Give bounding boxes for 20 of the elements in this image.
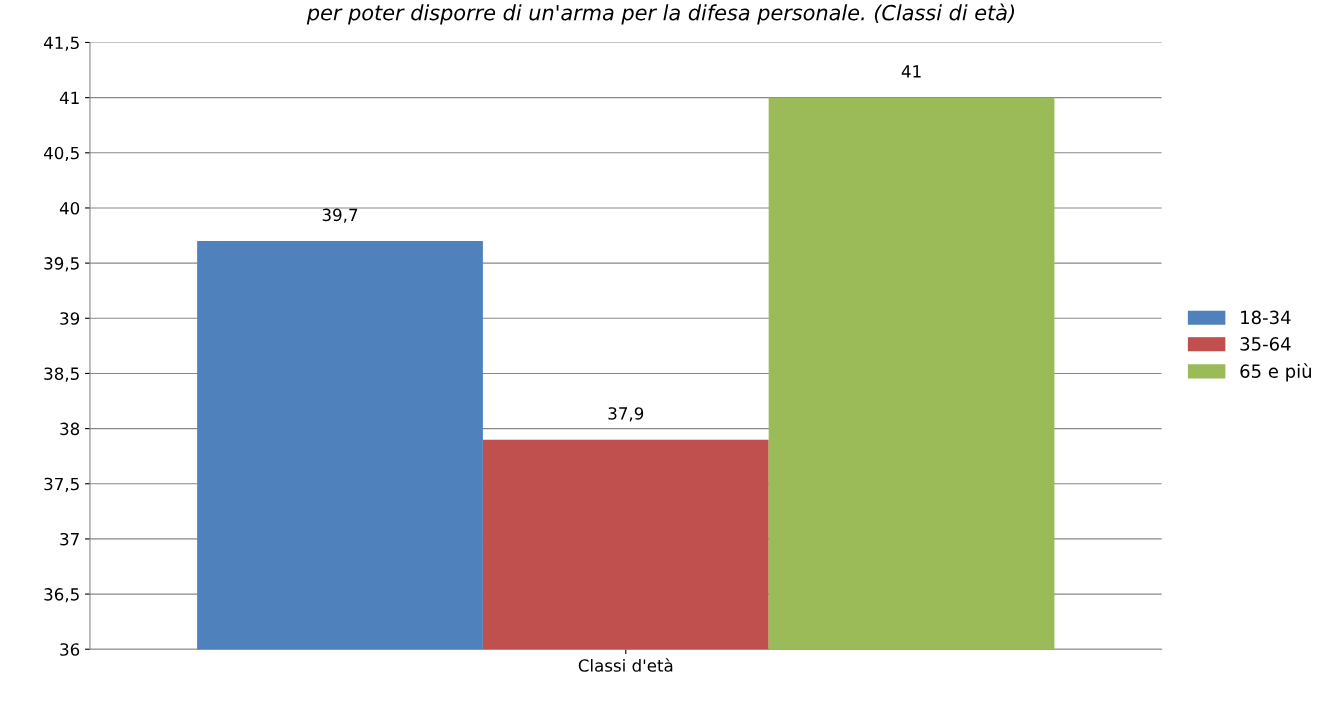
y-tick-label: 38 bbox=[60, 422, 80, 436]
y-tick-label: 37,5 bbox=[44, 477, 79, 493]
y-tick-label: 36 bbox=[60, 643, 80, 656]
data-label: 39,7 bbox=[322, 208, 358, 223]
y-tick-label: 39,5 bbox=[44, 257, 79, 272]
y-tick-label: 41 bbox=[59, 91, 79, 104]
data-label: 41 bbox=[901, 65, 921, 78]
legend-label: 65 e più bbox=[1240, 363, 1311, 382]
y-tick-label: 41,5 bbox=[43, 36, 79, 51]
y-tick-label: 40,5 bbox=[43, 146, 79, 162]
legend-label: 35-64 bbox=[1240, 337, 1291, 351]
y-tick-label: 39 bbox=[60, 312, 80, 325]
y-tick-label: 36,5 bbox=[44, 588, 79, 603]
y-tick-label: 37 bbox=[60, 532, 79, 546]
legend-label: 18-34 bbox=[1241, 310, 1291, 325]
y-tick-label: 40 bbox=[59, 201, 80, 215]
data-label: 37,9 bbox=[608, 407, 644, 422]
y-tick-label: 38,5 bbox=[44, 367, 79, 382]
x-tick-label: Classi d'età bbox=[578, 658, 673, 672]
chart-title: per poter disporre di un'arma per la difesa personale. (Classi di età) bbox=[306, 3, 1015, 25]
